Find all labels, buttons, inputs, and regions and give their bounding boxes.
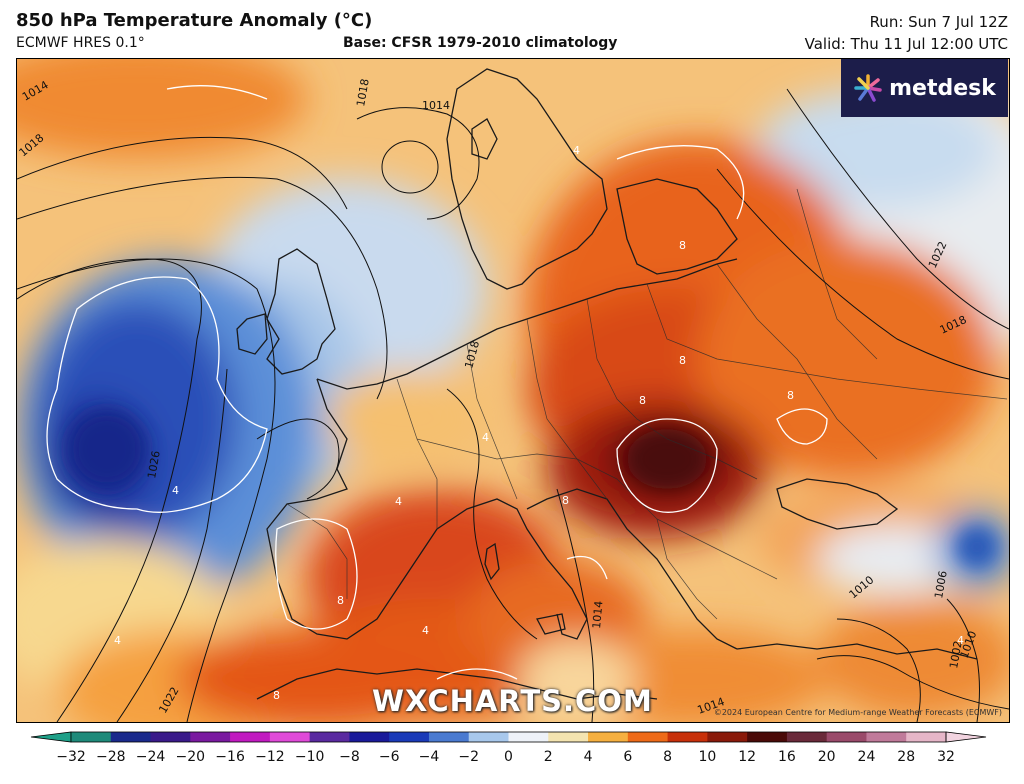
map-canvas: 1014 1018 1018 1014 1022 1018 1026 1022 … (17, 59, 1009, 722)
run-time-label: Run: Sun 7 Jul 12Z (869, 13, 1008, 31)
isobar-label: 1026 (145, 450, 163, 480)
anomaly-label: 8 (562, 494, 569, 507)
anomaly-label: 8 (273, 689, 280, 702)
metdesk-burst-icon (854, 74, 882, 102)
colorbar-segment (866, 732, 907, 742)
colorbar-tick-label: 8 (663, 749, 673, 765)
colorbar-tick-label: −16 (215, 749, 245, 765)
colorbar-segment (190, 732, 231, 742)
colorbar-tick-label: 10 (698, 749, 717, 765)
colorbar-segment (309, 732, 350, 742)
metdesk-logo: metdesk (841, 59, 1008, 117)
anomaly-label: 4 (482, 431, 489, 444)
logo-text: metdesk (889, 75, 996, 101)
isobar-label: 1002 (947, 640, 965, 670)
colorbar-tick-label: 6 (623, 749, 633, 765)
colorbar-segment (349, 732, 390, 742)
colorbar-tick-label: −8 (339, 749, 360, 765)
colorbar-segment (71, 732, 112, 742)
colorbar-tick-label: −20 (175, 749, 206, 765)
anomaly-label: 4 (957, 634, 964, 647)
coastlines (236, 68, 978, 700)
colorbar-tick-label: 20 (817, 749, 836, 765)
colorbar-segment (428, 732, 470, 742)
colorbar-tick-label: −4 (418, 749, 440, 765)
anomaly-label: 4 (395, 495, 402, 508)
anomaly-label: 8 (787, 389, 794, 402)
watermark: WXCHARTS.COM (372, 684, 653, 718)
colorbar-tick-label: 4 (583, 749, 593, 765)
colorbar-tick-label: −28 (95, 749, 126, 765)
colorbar-segment (747, 732, 788, 742)
colorbar-tick-label: 32 (937, 749, 955, 765)
anomaly-map: 1014 1018 1018 1014 1022 1018 1026 1022 … (16, 58, 1010, 723)
colorbar-segment (786, 732, 828, 742)
chart-title: 850 hPa Temperature Anomaly (°C) (16, 10, 373, 31)
colorbar-tick-label: −10 (294, 749, 325, 765)
copyright-notice: ©2024 European Centre for Medium-range W… (713, 708, 1002, 717)
colorbar-outline (70, 731, 947, 743)
colorbar-segment (230, 732, 271, 742)
anomaly-field (17, 59, 1009, 722)
isobars (17, 88, 1009, 722)
colorbar-tick-label: 2 (543, 749, 553, 765)
colorbar-segment (627, 732, 669, 742)
anomaly-label: 8 (679, 354, 686, 367)
colorbar-tick-label: 0 (504, 749, 513, 765)
climatology-base-label: Base: CFSR 1979-2010 climatology (343, 35, 618, 51)
colorbar-min-arrow (30, 731, 72, 743)
colorbar-segment (389, 732, 430, 742)
valid-time-label: Valid: Thu 11 Jul 12:00 UTC (804, 35, 1008, 53)
colorbar-tick-label: 12 (738, 749, 757, 765)
colorbar-segment (548, 732, 589, 742)
colorbar-segment (269, 732, 311, 742)
anomaly-labels: 4 4 8 8 8 8 8 4 4 8 4 4 8 4 (114, 144, 964, 702)
isobar-label: 1006 (932, 570, 950, 600)
colorbar-tick-label: −12 (255, 749, 285, 765)
isobar-label: 1014 (422, 99, 450, 112)
isobar-label: 1014 (590, 600, 605, 629)
colorbar-segment (826, 732, 867, 742)
anomaly-contours (46, 85, 828, 680)
colorbar-tick-label: −32 (56, 749, 86, 765)
colorbar-max-arrow (945, 731, 987, 743)
anomaly-label: 8 (639, 394, 646, 407)
anomaly-label: 4 (422, 624, 429, 637)
colorbar-tick-label: −24 (135, 749, 166, 765)
model-label: ECMWF HRES 0.1° (16, 35, 145, 51)
colorbar-segment (508, 732, 549, 742)
anomaly-label: 8 (337, 594, 344, 607)
colorbar-segment (468, 732, 509, 742)
colorbar-segment (150, 732, 191, 742)
colorbar (30, 731, 987, 743)
colorbar-tick-label: −6 (378, 749, 400, 765)
colorbar-segment (667, 732, 708, 742)
colorbar-segment (110, 732, 152, 742)
colorbar-tick-label: 24 (857, 749, 876, 765)
isobar-label: 1018 (354, 78, 372, 108)
colorbar-segment (707, 732, 748, 742)
colorbar-tick-label: 28 (897, 749, 916, 765)
colorbar-segment (906, 732, 947, 742)
anomaly-label: 4 (114, 634, 121, 647)
anomaly-label: 4 (172, 484, 179, 497)
colorbar-tick-label: −2 (458, 749, 480, 765)
anomaly-label: 4 (573, 144, 580, 157)
colorbar-segment (588, 732, 629, 742)
anomaly-label: 8 (679, 239, 686, 252)
colorbar-tick-label: 16 (777, 749, 796, 765)
